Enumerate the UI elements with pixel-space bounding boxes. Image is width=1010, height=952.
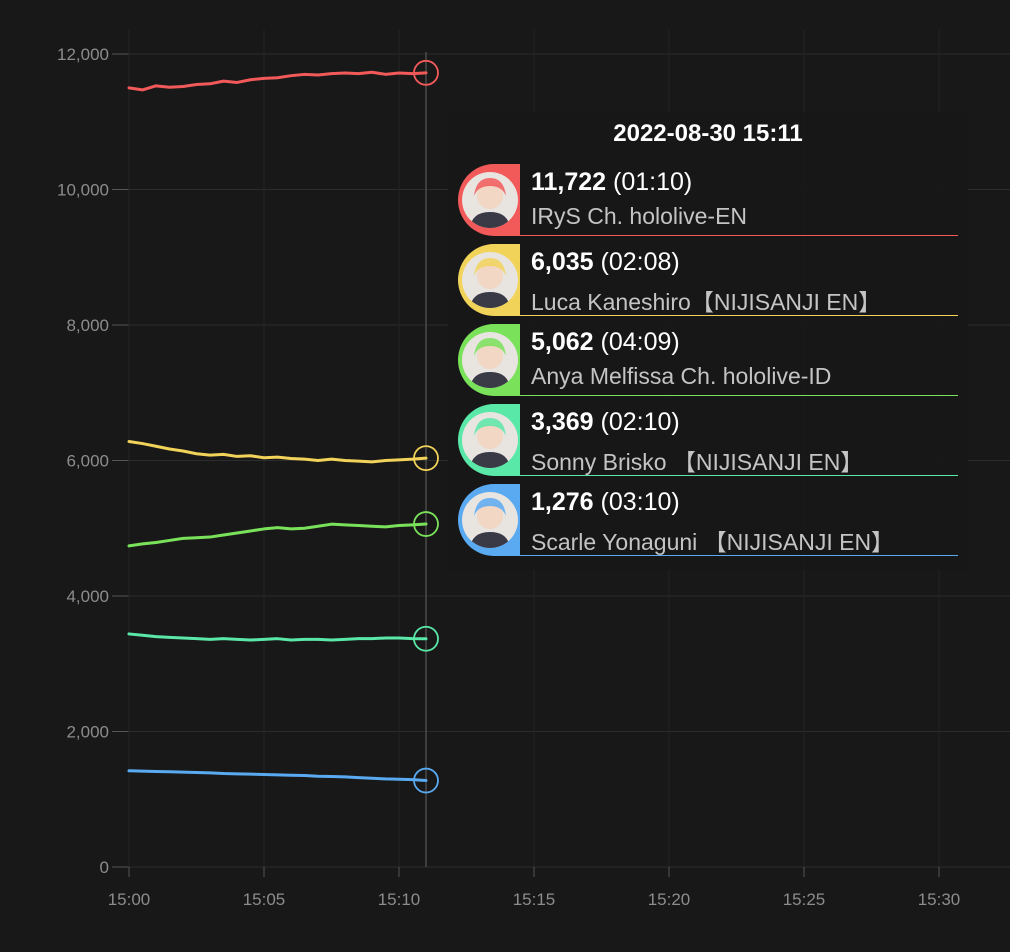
tooltip-viewer-count: 1,276 — [531, 488, 594, 516]
tooltip-duration: (03:10) — [600, 488, 680, 516]
tooltip-value-line: 3,369 (02:10) — [531, 408, 680, 437]
tooltip-channel-name: IRyS Ch. hololive-EN — [531, 203, 748, 229]
avatar — [462, 492, 518, 548]
series-line-0[interactable] — [127, 70, 428, 92]
tooltip-channel-name: Scarle Yonaguni 【NIJISANJI EN】 — [531, 529, 895, 555]
series-line-1[interactable] — [127, 440, 428, 464]
y-tick-label: 12,000 — [57, 45, 109, 64]
avatar — [462, 332, 518, 388]
chart-tooltip: 2022-08-30 15:11 11,722 (01:10) IRyS Ch. … — [448, 112, 968, 570]
tooltip-color-badge — [458, 404, 520, 476]
series-line-4[interactable] — [127, 769, 428, 783]
tooltip-channel-name: Sonny Brisko 【NIJISANJI EN】 — [531, 449, 864, 475]
tooltip-color-badge — [458, 244, 520, 316]
tooltip-timestamp: 2022-08-30 15:11 — [613, 120, 803, 147]
hover-marker-1 — [413, 445, 439, 472]
avatar — [462, 252, 518, 308]
avatar — [462, 172, 518, 228]
avatar — [462, 412, 518, 468]
y-tick-label: 6,000 — [66, 452, 109, 471]
tooltip-row-underline — [520, 395, 958, 396]
series-line-2[interactable] — [127, 522, 428, 548]
tooltip-value-line: 11,722 (01:10) — [531, 168, 692, 197]
tooltip-color-badge — [458, 484, 520, 556]
y-tick-label: 10,000 — [57, 181, 109, 200]
series-line-3[interactable] — [127, 632, 428, 642]
x-tick-label: 15:20 — [648, 890, 691, 909]
tooltip-viewer-count: 11,722 — [531, 168, 607, 196]
tooltip-duration: (02:08) — [600, 248, 680, 276]
hover-marker-4 — [413, 767, 439, 794]
tooltip-channel-name: Luca Kaneshiro【NIJISANJI EN】 — [531, 289, 882, 315]
tooltip-channel-name: Anya Melfissa Ch. hololive-ID — [531, 363, 832, 389]
tooltip-value-line: 1,276 (03:10) — [531, 488, 680, 517]
x-tick-label: 15:30 — [918, 890, 961, 909]
tooltip-viewer-count: 3,369 — [531, 408, 594, 436]
x-tick-label: 15:25 — [783, 890, 826, 909]
hover-marker-0 — [413, 59, 439, 86]
y-tick-label: 2,000 — [66, 723, 109, 742]
tooltip-row: 6,035 (02:08) Luca Kaneshiro【NIJISANJI EN… — [458, 244, 958, 316]
hover-marker-2 — [413, 511, 439, 537]
tooltip-row-underline — [520, 555, 958, 556]
x-tick-label: 15:10 — [378, 890, 421, 909]
y-tick-label: 0 — [100, 858, 109, 877]
tooltip-value-line: 6,035 (02:08) — [531, 248, 680, 277]
tooltip-color-badge — [458, 164, 520, 236]
tooltip-duration: (01:10) — [613, 168, 693, 196]
x-tick-label: 15:05 — [243, 890, 286, 909]
tooltip-value-line: 5,062 (04:09) — [531, 328, 680, 357]
tooltip-duration: (02:10) — [600, 408, 680, 436]
tooltip-row-underline — [520, 235, 958, 236]
x-tick-label: 15:00 — [108, 890, 151, 909]
y-tick-label: 4,000 — [66, 587, 109, 606]
tooltip-duration: (04:09) — [600, 328, 680, 356]
tooltip-viewer-count: 6,035 — [531, 248, 594, 276]
hover-marker-3 — [413, 625, 439, 652]
tooltip-color-badge — [458, 324, 520, 396]
tooltip-row: 11,722 (01:10) IRyS Ch. hololive-EN — [458, 164, 958, 236]
x-tick-label: 15:15 — [513, 890, 556, 909]
y-tick-label: 8,000 — [66, 316, 109, 335]
tooltip-row: 1,276 (03:10) Scarle Yonaguni 【NIJISANJI … — [458, 484, 958, 556]
tooltip-row: 3,369 (02:10) Sonny Brisko 【NIJISANJI EN】 — [458, 404, 958, 476]
tooltip-viewer-count: 5,062 — [531, 328, 594, 356]
tooltip-row: 5,062 (04:09) Anya Melfissa Ch. hololive-… — [458, 324, 958, 396]
tooltip-row-underline — [520, 475, 958, 476]
tooltip-row-underline — [520, 315, 958, 316]
